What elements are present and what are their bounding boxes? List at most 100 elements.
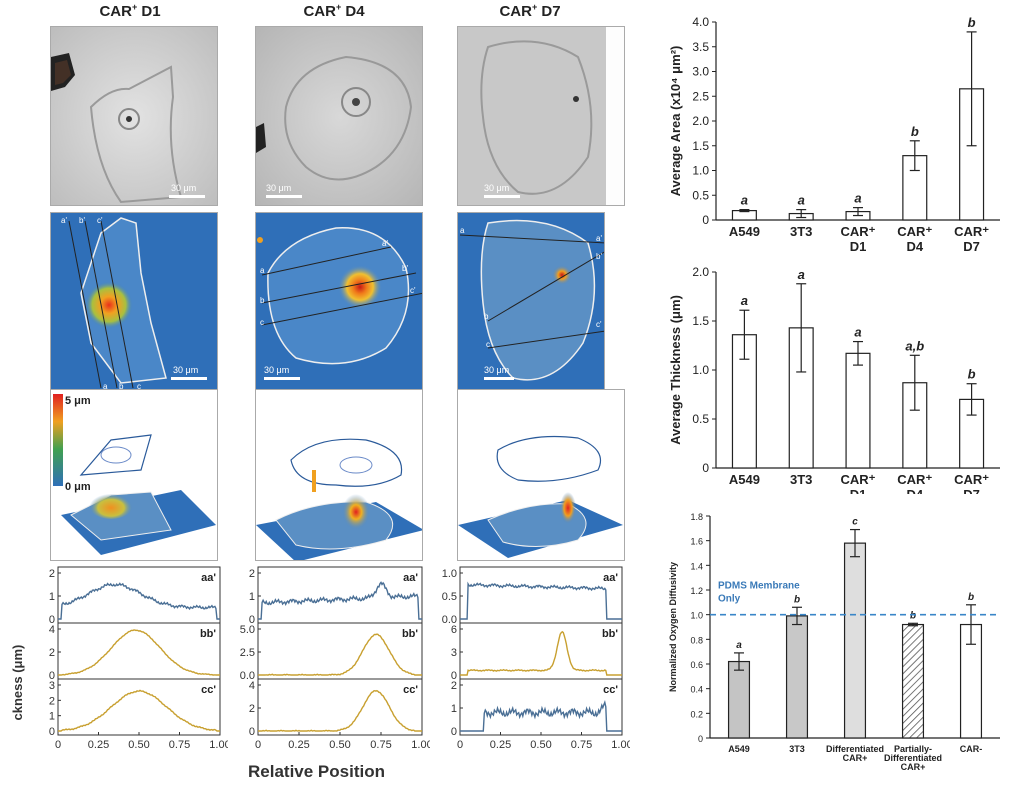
profile-frame: [257, 678, 423, 736]
y-tick-label: 1.4: [690, 561, 703, 571]
profile-y-tick: 1: [49, 591, 55, 603]
profile-y-tick: 2: [49, 695, 55, 707]
colorbar-max-label: 5 μm: [65, 395, 91, 407]
category-label-line2: D7: [963, 487, 980, 494]
profile-x-tick: 1.00: [611, 739, 630, 751]
y-tick-label: 2.0: [692, 114, 709, 128]
profile-frame: [459, 566, 623, 624]
category-label-line2: D1: [850, 239, 867, 254]
heatmap-d4-image: a a' b b' c c': [256, 213, 422, 391]
category-label-line2: D7: [963, 239, 980, 254]
profile-line: [258, 633, 422, 676]
line-label: b: [484, 312, 489, 321]
profile-y-tick: 2: [249, 703, 255, 715]
bar: [785, 615, 809, 739]
significance-letter: a: [741, 293, 748, 308]
line-label: c': [596, 320, 602, 329]
chart-oxygen-diffusivity: 0 0.2 0.4 0.6 0.8 1.0 1.2 1.4 1.6 1.8 Normalized O…: [668, 512, 1000, 772]
profile-x-tick: 0: [255, 739, 261, 751]
profile-row-label: bb': [200, 628, 216, 640]
render3d-d4: [255, 389, 423, 561]
line-label: b': [402, 264, 408, 273]
y-tick-label: 0.4: [690, 685, 703, 695]
y-tick-label: 3.5: [692, 40, 709, 54]
column-title-d1: CAR+ D1: [99, 2, 161, 20]
line-label: a: [460, 226, 465, 235]
y-tick-label: 0.2: [690, 709, 703, 719]
micrograph-d1: 30 μm: [50, 26, 218, 206]
chart-average-thickness: 0 0.5 1.0 1.5 2.0 Average Thickness (μm) a A549…: [668, 265, 1000, 494]
profile-x-axis-label: Relative Position: [248, 762, 385, 781]
y-tick-label: 3.0: [692, 65, 709, 79]
reference-label-line2: Only: [718, 594, 741, 605]
profile-y-tick: 1: [451, 703, 457, 715]
profile-y-tick: 0: [451, 726, 457, 738]
category-label: CAR⁺: [840, 472, 875, 487]
profile-frame: [57, 566, 221, 624]
y-axis-label: Average Area (x10⁴ μm²): [668, 46, 683, 197]
profile-x-tick: 0.75: [370, 739, 391, 751]
category-label: 3T3: [789, 744, 805, 754]
profile-row-label: cc': [603, 684, 618, 696]
profile-y-tick: 1: [49, 711, 55, 723]
profile-line: [460, 700, 622, 732]
bar: [845, 352, 871, 469]
significance-letter: a: [798, 267, 805, 282]
profile-plots-d7: 0.0 0.5 1.0 aa' 0 3 6 bb' 0 1 2 cc' 0 0.25 0.50 0.75 1.0…: [442, 566, 630, 751]
profile-line: [58, 629, 220, 676]
significance-letter: b: [968, 592, 974, 603]
category-label: 3T3: [790, 224, 812, 239]
profile-x-tick: 0: [55, 739, 61, 751]
category-label: Differentiated: [826, 744, 884, 754]
heatmap-d4: a a' b b' c c' 30 μm: [255, 212, 423, 392]
scale-bar: [266, 195, 302, 198]
significance-letter: b: [910, 610, 916, 621]
y-tick-label: 1.6: [690, 537, 703, 547]
profile-row-label: bb': [602, 628, 618, 640]
significance-letter: b: [968, 15, 976, 30]
heatmap-d7: a a' b' b c' c 30 μm: [457, 212, 605, 392]
y-tick-label: 0: [702, 213, 709, 227]
profile-y-tick: 2: [249, 568, 255, 580]
profile-y-tick: 3: [49, 680, 55, 692]
profile-x-tick: 0.25: [288, 739, 309, 751]
significance-letter: c: [852, 517, 858, 528]
render3d-d1: 5 μm 0 μm: [50, 389, 218, 561]
profile-y-tick: 0: [249, 726, 255, 738]
profile-line: [58, 689, 220, 732]
profile-row-label: cc': [403, 684, 418, 696]
colorbar: [53, 394, 63, 486]
heatmap-d7-image: a a' b' b c' c: [458, 213, 604, 391]
profile-y-tick: 2: [49, 568, 55, 580]
render3d-d1-image: 5 μm 0 μm: [53, 394, 216, 555]
profile-row-label: bb': [402, 628, 418, 640]
line-label: b': [79, 216, 85, 225]
y-tick-label: 0.6: [690, 660, 703, 670]
line-label: c: [137, 382, 141, 391]
category-label: CAR+: [843, 753, 868, 763]
profile-frame: [257, 566, 423, 624]
micrograph-d7: 30 μm: [457, 26, 625, 206]
scale-label: 30 μm: [266, 183, 292, 193]
heatmap-d1: a' b' c' a b c 30 μm: [50, 212, 218, 392]
profile-line: [258, 581, 422, 620]
category-label: A549: [728, 744, 750, 754]
profile-y-tick: 0.0: [240, 670, 255, 682]
category-label: Partially-: [894, 744, 932, 754]
colorbar-min-label: 0 μm: [65, 481, 91, 493]
significance-letter: a,b: [905, 338, 924, 353]
heatmap-d1-image: a' b' c' a b c: [51, 213, 217, 391]
profile-y-tick: 0: [49, 614, 55, 626]
profile-x-tick: 0.75: [169, 739, 190, 751]
profile-x-tick: 0.50: [530, 739, 551, 751]
line-label: b: [260, 296, 265, 305]
micrograph-d4-image: [256, 27, 422, 205]
y-tick-label: 1.0: [692, 363, 709, 377]
profile-y-axis-label: Thickness (μm): [10, 645, 25, 720]
category-label: CAR⁺: [897, 224, 932, 239]
category-label: A549: [729, 472, 760, 487]
bar: [727, 660, 751, 739]
profile-y-tick: 0.0: [442, 614, 457, 626]
profile-frame: [459, 678, 623, 736]
line-label: c: [260, 318, 264, 327]
